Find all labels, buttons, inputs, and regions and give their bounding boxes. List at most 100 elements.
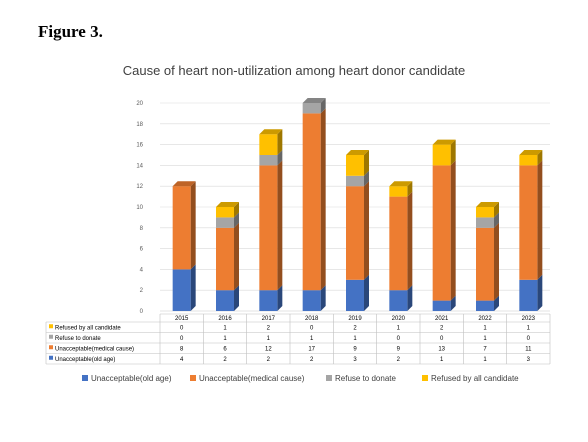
y-tick-label: 0: [140, 309, 144, 315]
bar-segment: [389, 196, 408, 291]
data-label: 2: [353, 325, 357, 331]
bar-side-face: [320, 108, 326, 291]
bar-side-face: [234, 202, 239, 218]
legend-entry: Refused by all candidate: [431, 374, 519, 383]
figure-label: Figure 3.: [38, 22, 103, 41]
bar-segment: [302, 290, 321, 311]
bar-side-face: [277, 285, 283, 311]
data-label: 1: [483, 336, 487, 342]
bar-side-face: [234, 212, 239, 228]
bar-side-face: [537, 150, 543, 166]
y-tick-label: 18: [136, 122, 143, 128]
bar-side-face: [537, 274, 543, 311]
legend-swatch: [82, 375, 88, 381]
data-label: 0: [397, 336, 401, 342]
bar-side-face: [494, 202, 499, 218]
y-tick-label: 2: [140, 288, 144, 294]
data-label: 8: [180, 346, 184, 352]
data-label: 0: [180, 336, 184, 342]
data-label: 1: [483, 357, 487, 363]
data-label: 2: [267, 357, 271, 363]
data-label: 0: [527, 336, 531, 342]
bar-segment: [172, 186, 191, 270]
category-label: 2017: [262, 316, 276, 322]
bar-side-face: [277, 160, 283, 291]
data-label: 1: [310, 336, 314, 342]
table-row-label: Unacceptable(old age): [55, 357, 115, 363]
bar-segment: [476, 217, 494, 228]
table-legend-key: [49, 334, 53, 339]
table-row-label: Refuse to donate: [55, 336, 101, 342]
data-label: 1: [223, 336, 227, 342]
data-label: 2: [267, 325, 271, 331]
bar-segment: [389, 186, 408, 197]
bar-side-face: [450, 295, 456, 311]
data-label: 2: [397, 357, 401, 363]
data-label: 2: [440, 325, 444, 331]
bar-segment: [216, 217, 234, 228]
legend-swatch: [190, 375, 196, 381]
bar-segment: [302, 103, 321, 114]
category-label: 2021: [435, 316, 449, 322]
table-legend-key: [49, 355, 53, 360]
bar-side-face: [190, 181, 196, 270]
bar-segment: [432, 300, 451, 311]
data-label: 12: [265, 346, 272, 352]
data-label: 17: [308, 346, 315, 352]
bar-segment: [476, 207, 494, 218]
y-axis-ticks: 0 2 4 6 8 10 12 14 16 18 20: [136, 101, 143, 315]
bar-segment: [259, 165, 278, 291]
bar-segment: [519, 165, 538, 280]
bar-segment: [476, 300, 494, 311]
bar-side-face: [320, 98, 326, 114]
bar-top-face: [302, 98, 326, 103]
bar-side-face: [234, 222, 239, 291]
y-tick-label: 8: [140, 226, 144, 232]
y-tick-label: 6: [140, 247, 144, 253]
data-label: 1: [397, 325, 401, 331]
bar-side-face: [364, 274, 369, 311]
y-tick-label: 16: [136, 143, 143, 149]
bar-top-face: [519, 150, 543, 155]
legend-entry: Refuse to donate: [335, 374, 396, 383]
bar-top-face: [346, 150, 369, 155]
y-tick-label: 4: [140, 267, 144, 273]
table-row-label: Unacceptable(medical cause): [55, 346, 134, 352]
y-tick-label: 20: [136, 101, 143, 107]
bar-segment: [389, 290, 408, 311]
bar-side-face: [320, 285, 326, 311]
bar-top-face: [172, 181, 196, 187]
data-label: 9: [397, 346, 401, 352]
bar-side-face: [364, 170, 369, 187]
data-label: 1: [223, 325, 227, 331]
bar-side-face: [407, 285, 413, 311]
legend-swatch: [422, 375, 428, 381]
data-label: 1: [527, 325, 531, 331]
bar-side-face: [537, 160, 543, 280]
bar-top-face: [432, 139, 456, 145]
bar-segment: [216, 290, 234, 311]
bar-segment: [432, 165, 451, 301]
bar-side-face: [364, 181, 369, 280]
category-label: 2018: [305, 316, 319, 322]
bar-top-face: [216, 202, 239, 207]
data-label: 1: [267, 336, 271, 342]
legend-swatch: [326, 375, 332, 381]
data-label: 3: [353, 357, 357, 363]
y-tick-label: 10: [136, 205, 143, 211]
category-label: 2022: [478, 316, 492, 322]
category-label: 2020: [392, 316, 406, 322]
bar-segment: [519, 279, 538, 311]
data-label: 9: [353, 346, 357, 352]
data-table: 2015 2016 2017 2018 2019 2020 2021 2022 2023Refu…: [45, 313, 551, 365]
bar-segment: [216, 207, 234, 218]
bar-segment: [346, 186, 364, 280]
bar-side-face: [234, 285, 239, 311]
data-label: 0: [310, 325, 314, 331]
table-legend-key: [49, 324, 53, 329]
bar-top-face: [476, 202, 499, 207]
category-label: 2016: [218, 316, 232, 322]
legend: Unacceptable(old age) Unacceptable(medica…: [82, 374, 519, 383]
data-label: 11: [525, 346, 532, 352]
